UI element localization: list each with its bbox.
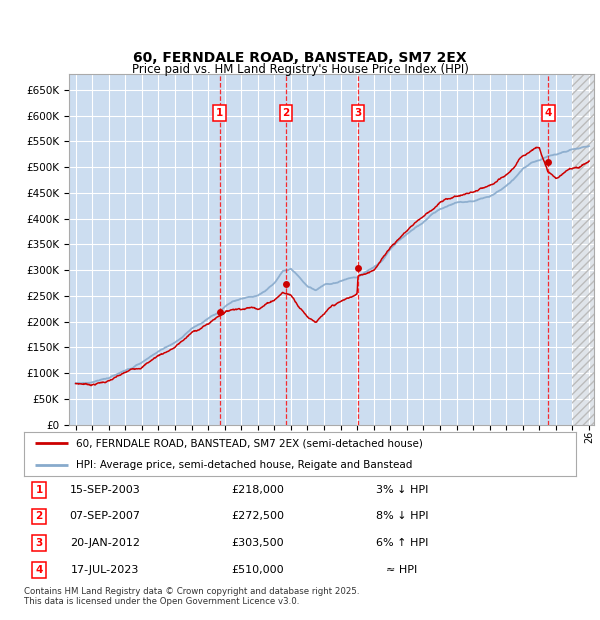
Text: 4: 4 — [545, 108, 552, 118]
Text: £510,000: £510,000 — [232, 565, 284, 575]
Text: 1: 1 — [216, 108, 223, 118]
Bar — [572, 74, 598, 425]
Text: 6% ↑ HPI: 6% ↑ HPI — [376, 538, 428, 548]
Bar — [572, 74, 598, 425]
Text: 8% ↓ HPI: 8% ↓ HPI — [376, 512, 428, 521]
Text: 3% ↓ HPI: 3% ↓ HPI — [376, 485, 428, 495]
Text: 4: 4 — [35, 565, 43, 575]
Text: 3: 3 — [355, 108, 362, 118]
Text: Contains HM Land Registry data © Crown copyright and database right 2025.
This d: Contains HM Land Registry data © Crown c… — [24, 587, 359, 606]
Text: HPI: Average price, semi-detached house, Reigate and Banstead: HPI: Average price, semi-detached house,… — [76, 461, 413, 471]
Text: 20-JAN-2012: 20-JAN-2012 — [70, 538, 140, 548]
Text: 17-JUL-2023: 17-JUL-2023 — [71, 565, 139, 575]
Text: £272,500: £272,500 — [232, 512, 284, 521]
Text: 07-SEP-2007: 07-SEP-2007 — [70, 512, 140, 521]
Text: 60, FERNDALE ROAD, BANSTEAD, SM7 2EX (semi-detached house): 60, FERNDALE ROAD, BANSTEAD, SM7 2EX (se… — [76, 438, 424, 448]
Text: 2: 2 — [283, 108, 290, 118]
Text: 2: 2 — [35, 512, 43, 521]
Text: 60, FERNDALE ROAD, BANSTEAD, SM7 2EX: 60, FERNDALE ROAD, BANSTEAD, SM7 2EX — [133, 51, 467, 65]
Text: £303,500: £303,500 — [232, 538, 284, 548]
Text: 15-SEP-2003: 15-SEP-2003 — [70, 485, 140, 495]
Text: 3: 3 — [35, 538, 43, 548]
Text: ≈ HPI: ≈ HPI — [386, 565, 418, 575]
Text: Price paid vs. HM Land Registry's House Price Index (HPI): Price paid vs. HM Land Registry's House … — [131, 63, 469, 76]
Text: 1: 1 — [35, 485, 43, 495]
Text: £218,000: £218,000 — [232, 485, 284, 495]
